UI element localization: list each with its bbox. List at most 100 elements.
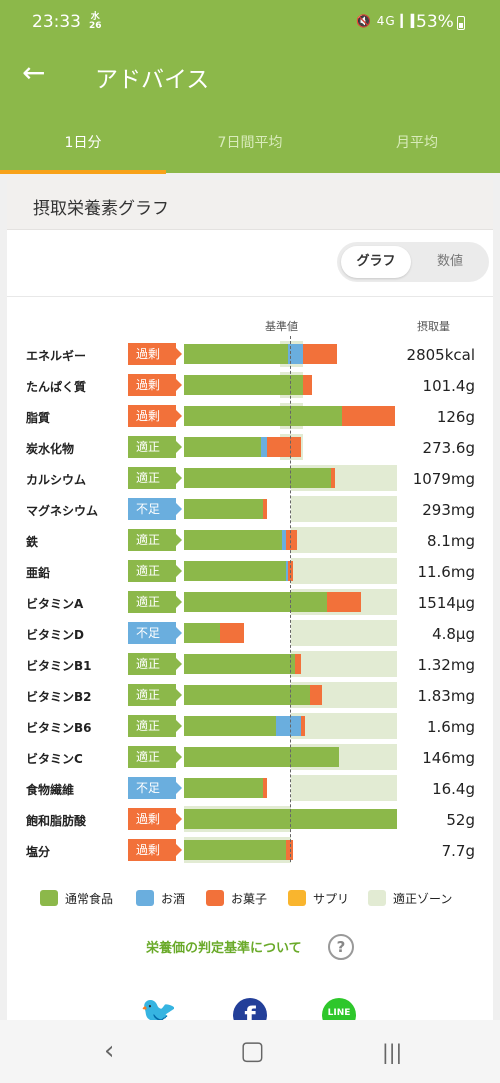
intake-amount: 11.6mg — [417, 563, 475, 581]
status-badge: 過剰 — [128, 374, 182, 396]
legend-label: お菓子 — [231, 892, 268, 906]
status-badge: 適正 — [128, 436, 182, 458]
tab-one-day[interactable]: 1日分 — [64, 135, 102, 151]
twitter-icon[interactable]: 🐦 — [140, 998, 174, 1024]
intake-bar — [184, 685, 323, 705]
bar-segment-sweets — [309, 685, 323, 705]
status-badge: 適正 — [128, 467, 182, 489]
intake-amount: 273.6g — [422, 439, 475, 457]
view-toggle: グラフ 数値 — [337, 242, 489, 282]
intake-amount: 1.32mg — [417, 656, 475, 674]
intake-amount: 1514µg — [417, 594, 475, 612]
tab-seven-day-average[interactable]: 7日間平均 — [217, 135, 283, 151]
nutrient-name: 食物繊維 — [26, 783, 75, 797]
nutrient-row: ビタミンB2 適正 1.83mg — [0, 679, 500, 710]
intake-bar — [184, 468, 336, 488]
intake-bar — [184, 654, 302, 674]
status-badge: 適正 — [128, 715, 182, 737]
bar-segment-sweets — [286, 530, 297, 550]
status-badge: 適正 — [128, 653, 182, 675]
card-title: 摂取栄養素グラフ — [33, 199, 169, 219]
nutrient-name: ビタミンC — [26, 752, 83, 766]
line-icon-label: LINE — [322, 998, 356, 1024]
status-badge: 過剰 — [128, 839, 182, 861]
intake-bar — [184, 623, 244, 643]
nutrient-row: ビタミンC 適正 146mg — [0, 741, 500, 772]
column-standard-label: 基準値 — [265, 320, 298, 333]
bar-segment-normal — [184, 530, 282, 550]
bar-segment-sweets — [330, 468, 336, 488]
nav-back-icon[interactable]: ‹ — [104, 1036, 115, 1066]
nav-home-icon[interactable]: ▢ — [240, 1036, 265, 1066]
appropriate-zone — [290, 620, 397, 646]
bar-segment-alcohol — [281, 530, 287, 550]
status-badge: 不足 — [128, 622, 182, 644]
bar-segment-normal — [184, 840, 287, 860]
bar-segment-normal — [184, 654, 295, 674]
appropriate-zone — [290, 527, 397, 553]
intake-amount: 16.4g — [432, 780, 475, 798]
intake-bar — [184, 530, 297, 550]
bar-segment-sweets — [303, 375, 312, 395]
nutrient-name: たんぱく質 — [26, 380, 87, 394]
intake-amount: 2805kcal — [406, 346, 475, 364]
nutrient-name: 塩分 — [26, 845, 51, 859]
intake-amount: 8.1mg — [427, 532, 475, 550]
nutrient-name: ビタミンB6 — [26, 721, 92, 735]
status-bar: 23:33 水 26 🔇 4G ▎▍ 53% — [0, 0, 500, 40]
legend-swatch — [40, 890, 58, 906]
facebook-icon[interactable]: f — [233, 998, 267, 1024]
system-nav-bar: ‹ ▢ ||| — [0, 1020, 500, 1083]
intake-amount: 126g — [436, 408, 475, 426]
nav-recent-apps-icon[interactable]: ||| — [382, 1040, 403, 1064]
status-icons: 🔇 4G ▎▍ — [356, 14, 421, 28]
nutrient-name: 脂質 — [26, 411, 51, 425]
help-icon[interactable]: ? — [328, 934, 354, 960]
bar-segment-sweets — [262, 499, 268, 519]
battery-icon — [457, 16, 465, 30]
nutrient-row: 炭水化物 適正 273.6g — [0, 431, 500, 462]
nutrient-row: 脂質 過剰 126g — [0, 400, 500, 431]
toggle-values-button[interactable]: 数値 — [436, 254, 463, 269]
card-header: 摂取栄養素グラフ — [7, 180, 493, 230]
legend-label: 通常食品 — [65, 892, 114, 906]
status-badge: 過剰 — [128, 405, 182, 427]
nutrient-row: たんぱく質 過剰 101.4g — [0, 369, 500, 400]
intake-amount: 4.8µg — [432, 625, 475, 643]
status-badge: 過剰 — [128, 343, 182, 365]
status-badge: 過剰 — [128, 808, 182, 830]
bar-segment-normal — [184, 716, 276, 736]
period-tabs: 1日分 7日間平均 月平均 — [0, 110, 500, 173]
page-title: アドバイス — [95, 67, 210, 93]
status-date: 水 26 — [89, 13, 102, 31]
bar-segment-alcohol — [286, 561, 289, 581]
nutrient-row: ビタミンB6 適正 1.6mg — [0, 710, 500, 741]
nutrient-name: ビタミンD — [26, 628, 84, 642]
intake-bar — [184, 437, 302, 457]
status-badge: 適正 — [128, 684, 182, 706]
criteria-link[interactable]: 栄養価の判定基準について — [146, 941, 302, 956]
intake-bar — [184, 344, 338, 364]
legend-swatch — [368, 890, 386, 906]
nutrient-row: エネルギー 過剰 2805kcal — [0, 338, 500, 369]
back-arrow-icon[interactable]: ← — [22, 56, 46, 89]
toggle-graph-button[interactable]: グラフ — [341, 246, 411, 278]
nutrient-graph-card: 摂取栄養素グラフ グラフ 数値 — [7, 180, 493, 1080]
legend-label: サプリ — [313, 892, 350, 906]
intake-bar — [184, 840, 293, 860]
bar-segment-alcohol — [260, 437, 268, 457]
nutrient-row: 塩分 過剰 7.7g — [0, 834, 500, 865]
nutrient-row: 食物繊維 不足 16.4g — [0, 772, 500, 803]
legend-swatch — [206, 890, 224, 906]
bar-segment-sweets — [267, 437, 302, 457]
bar-segment-normal — [184, 499, 263, 519]
nutrient-name: 鉄 — [26, 535, 39, 549]
bar-segment-sweets — [326, 592, 361, 612]
bar-segment-normal — [184, 437, 261, 457]
line-icon[interactable]: LINE — [322, 998, 356, 1024]
bar-segment-normal — [184, 375, 304, 395]
tab-monthly-average[interactable]: 月平均 — [396, 135, 438, 151]
intake-bar — [184, 375, 312, 395]
active-tab-indicator — [0, 170, 166, 174]
nutrient-name: カルシウム — [26, 473, 87, 487]
